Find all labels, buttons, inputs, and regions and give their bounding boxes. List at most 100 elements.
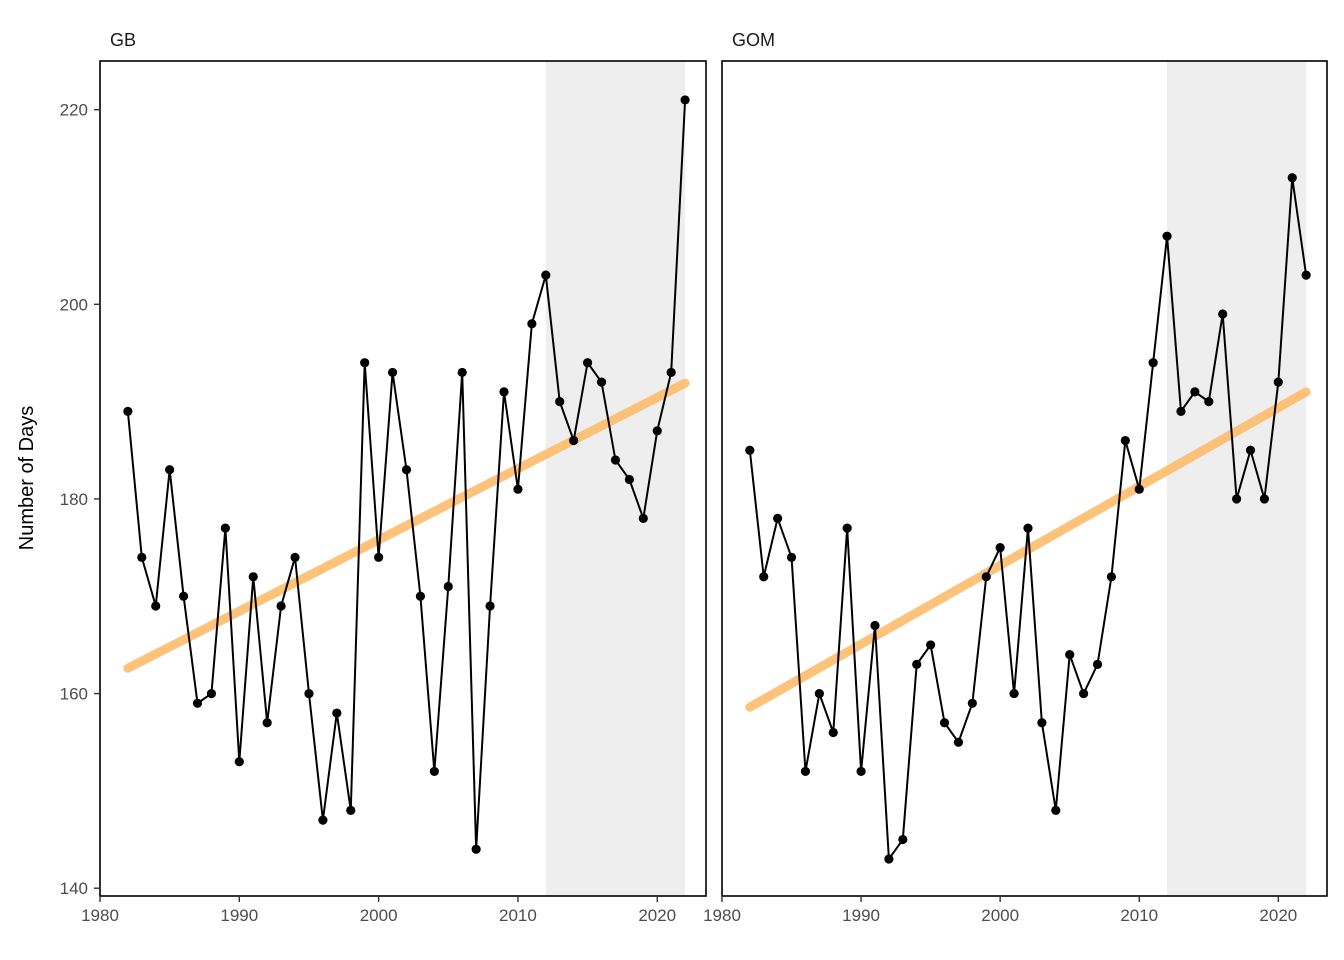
data-point xyxy=(842,523,852,533)
data-point xyxy=(137,552,147,562)
data-point xyxy=(1079,688,1089,699)
x-tick-label: 2020 xyxy=(638,906,676,925)
data-point xyxy=(276,601,286,611)
data-point xyxy=(346,805,356,815)
data-point xyxy=(165,465,175,475)
data-point xyxy=(1092,659,1103,669)
x-tick-label: 1980 xyxy=(81,906,119,925)
data-point xyxy=(624,474,634,485)
data-point xyxy=(939,718,950,728)
data-point xyxy=(178,591,189,601)
y-axis-title: Number of Days xyxy=(16,406,38,551)
data-point xyxy=(870,620,880,631)
data-point xyxy=(638,513,648,524)
data-point xyxy=(1051,805,1061,815)
data-point xyxy=(374,552,384,562)
data-point xyxy=(262,718,272,728)
data-point xyxy=(360,358,370,368)
y-tick-label: 140 xyxy=(60,879,88,898)
panel-gb: GB 1980 1990 2000 2010 2020 140 160 180 200 220 xyxy=(60,30,707,925)
data-point xyxy=(499,387,509,397)
data-point xyxy=(206,688,217,699)
data-point xyxy=(401,465,412,475)
data-point xyxy=(234,757,244,767)
data-point xyxy=(513,484,523,494)
data-point xyxy=(981,572,991,582)
x-tick-label: 2010 xyxy=(1120,906,1158,925)
data-point xyxy=(967,698,977,708)
data-point xyxy=(1301,270,1311,280)
data-point xyxy=(1148,358,1158,368)
facet-label: GOM xyxy=(732,30,775,50)
x-tick-label: 1990 xyxy=(842,906,880,925)
data-point xyxy=(610,455,621,465)
y-tick-label: 200 xyxy=(60,295,88,314)
data-point xyxy=(248,572,258,582)
shaded-recent-period xyxy=(545,61,686,896)
data-point xyxy=(429,766,439,777)
data-point xyxy=(666,367,676,378)
x-tick-label: 2000 xyxy=(360,906,398,925)
panel-gom: GOM 1980 1990 2000 2010 2020 xyxy=(703,30,1328,925)
data-point xyxy=(1231,494,1242,504)
data-point xyxy=(527,319,537,329)
data-point xyxy=(1176,406,1186,416)
data-point xyxy=(652,426,662,436)
data-point xyxy=(569,435,579,446)
data-point xyxy=(995,542,1005,553)
data-point xyxy=(123,406,133,416)
data-point xyxy=(773,513,783,524)
x-tick-label: 1980 xyxy=(703,906,741,925)
panel-border xyxy=(721,60,1328,897)
data-point xyxy=(332,708,342,718)
data-point xyxy=(745,445,755,455)
data-point xyxy=(304,688,314,699)
data-point xyxy=(443,581,453,592)
data-point xyxy=(926,640,936,650)
data-point xyxy=(1218,309,1228,319)
data-point xyxy=(1065,650,1075,660)
data-point xyxy=(192,698,203,708)
data-point xyxy=(387,367,398,378)
data-point xyxy=(814,688,824,699)
shaded-recent-period xyxy=(1167,61,1307,896)
data-point xyxy=(151,601,161,611)
data-point xyxy=(220,523,230,533)
data-point xyxy=(1106,572,1117,582)
data-point xyxy=(1259,494,1270,504)
data-point xyxy=(953,737,964,747)
y-tick-label: 160 xyxy=(60,685,88,704)
data-point xyxy=(1190,387,1200,397)
data-point xyxy=(555,397,565,407)
data-point xyxy=(471,844,481,854)
data-point xyxy=(1023,523,1033,533)
data-point xyxy=(318,815,328,825)
data-point xyxy=(415,591,426,601)
panel-border xyxy=(99,60,707,897)
data-point xyxy=(596,377,607,387)
data-point xyxy=(457,367,467,378)
data-point xyxy=(1162,231,1172,241)
data-point xyxy=(582,358,593,368)
x-tick-label: 1990 xyxy=(220,906,258,925)
data-point xyxy=(856,766,866,777)
data-point xyxy=(898,834,908,845)
data-point xyxy=(1287,173,1297,183)
data-point xyxy=(1009,688,1019,699)
trend-line xyxy=(123,378,690,673)
data-point xyxy=(759,572,769,582)
x-tick-label: 2010 xyxy=(499,906,537,925)
data-point xyxy=(485,601,495,611)
data-point xyxy=(1120,435,1130,446)
data-point xyxy=(912,659,922,669)
data-point xyxy=(1273,377,1283,387)
data-point xyxy=(800,766,811,777)
data-point xyxy=(680,95,690,105)
x-tick-label: 2000 xyxy=(981,906,1019,925)
y-tick-label: 180 xyxy=(60,490,88,509)
data-point xyxy=(786,552,797,562)
data-point xyxy=(1134,484,1144,494)
data-point xyxy=(1245,445,1256,455)
y-tick-label: 220 xyxy=(60,101,88,120)
